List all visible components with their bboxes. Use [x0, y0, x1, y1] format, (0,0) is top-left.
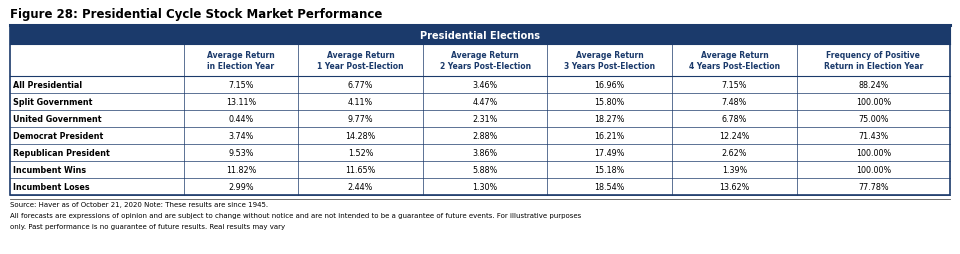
Text: United Government: United Government: [13, 115, 102, 123]
Text: Democrat President: Democrat President: [13, 132, 104, 140]
Text: 100.00%: 100.00%: [855, 148, 891, 157]
Text: 2.31%: 2.31%: [472, 115, 498, 123]
Text: 12.24%: 12.24%: [719, 132, 750, 140]
Text: 1.30%: 1.30%: [472, 182, 497, 191]
Text: 1.52%: 1.52%: [348, 148, 373, 157]
Text: Incumbent Loses: Incumbent Loses: [13, 182, 89, 191]
Text: 13.62%: 13.62%: [719, 182, 750, 191]
Text: 100.00%: 100.00%: [855, 98, 891, 107]
Text: 9.77%: 9.77%: [348, 115, 373, 123]
Text: 7.15%: 7.15%: [722, 81, 747, 90]
Text: 77.78%: 77.78%: [858, 182, 889, 191]
Bar: [10, 45, 950, 77]
Text: 88.24%: 88.24%: [858, 81, 889, 90]
Text: Average Return
2 Years Post-Election: Average Return 2 Years Post-Election: [440, 51, 531, 71]
Text: 5.88%: 5.88%: [472, 165, 498, 174]
Text: 15.18%: 15.18%: [594, 165, 625, 174]
Text: 7.15%: 7.15%: [228, 81, 253, 90]
Text: 4.11%: 4.11%: [348, 98, 373, 107]
Text: Average Return
in Election Year: Average Return in Election Year: [207, 51, 275, 71]
Text: 6.78%: 6.78%: [722, 115, 747, 123]
Text: Republican President: Republican President: [13, 148, 109, 157]
Text: Incumbent Wins: Incumbent Wins: [13, 165, 86, 174]
Text: Split Government: Split Government: [13, 98, 92, 107]
Text: 2.62%: 2.62%: [722, 148, 747, 157]
Text: 3.86%: 3.86%: [472, 148, 497, 157]
Text: 9.53%: 9.53%: [228, 148, 253, 157]
Text: Average Return
1 Year Post-Election: Average Return 1 Year Post-Election: [317, 51, 404, 71]
Text: 16.21%: 16.21%: [594, 132, 625, 140]
Text: Average Return
4 Years Post-Election: Average Return 4 Years Post-Election: [689, 51, 780, 71]
Bar: [10, 27, 950, 195]
Text: 14.28%: 14.28%: [346, 132, 375, 140]
Text: 1.39%: 1.39%: [722, 165, 747, 174]
Text: 11.65%: 11.65%: [346, 165, 375, 174]
Text: 3.74%: 3.74%: [228, 132, 253, 140]
Text: 75.00%: 75.00%: [858, 115, 889, 123]
Text: Source: Haver as of October 21, 2020 Note: These results are since 1945.: Source: Haver as of October 21, 2020 Not…: [10, 201, 268, 207]
Text: 3.46%: 3.46%: [472, 81, 497, 90]
Text: 2.99%: 2.99%: [228, 182, 253, 191]
Text: 7.48%: 7.48%: [722, 98, 747, 107]
Text: 13.11%: 13.11%: [226, 98, 256, 107]
Text: Average Return
3 Years Post-Election: Average Return 3 Years Post-Election: [564, 51, 656, 71]
Text: All forecasts are expressions of opinion and are subject to change without notic: All forecasts are expressions of opinion…: [10, 212, 581, 218]
Text: 18.27%: 18.27%: [594, 115, 625, 123]
Text: only. Past performance is no guarantee of future results. Real results may vary: only. Past performance is no guarantee o…: [10, 223, 285, 229]
Text: 100.00%: 100.00%: [855, 165, 891, 174]
Text: Presidential Elections: Presidential Elections: [420, 31, 540, 41]
Text: Frequency of Positive
Return in Election Year: Frequency of Positive Return in Election…: [824, 51, 923, 71]
Text: 0.44%: 0.44%: [228, 115, 253, 123]
Text: 15.80%: 15.80%: [594, 98, 625, 107]
Text: 18.54%: 18.54%: [594, 182, 625, 191]
Bar: [10, 27, 950, 45]
Text: 2.88%: 2.88%: [472, 132, 498, 140]
Text: All Presidential: All Presidential: [13, 81, 83, 90]
Text: 2.44%: 2.44%: [348, 182, 373, 191]
Text: 11.82%: 11.82%: [226, 165, 256, 174]
Text: 71.43%: 71.43%: [858, 132, 889, 140]
Text: 17.49%: 17.49%: [594, 148, 625, 157]
Text: Figure 28: Presidential Cycle Stock Market Performance: Figure 28: Presidential Cycle Stock Mark…: [10, 8, 382, 21]
Text: 16.96%: 16.96%: [594, 81, 625, 90]
Text: 6.77%: 6.77%: [348, 81, 373, 90]
Text: 4.47%: 4.47%: [472, 98, 498, 107]
